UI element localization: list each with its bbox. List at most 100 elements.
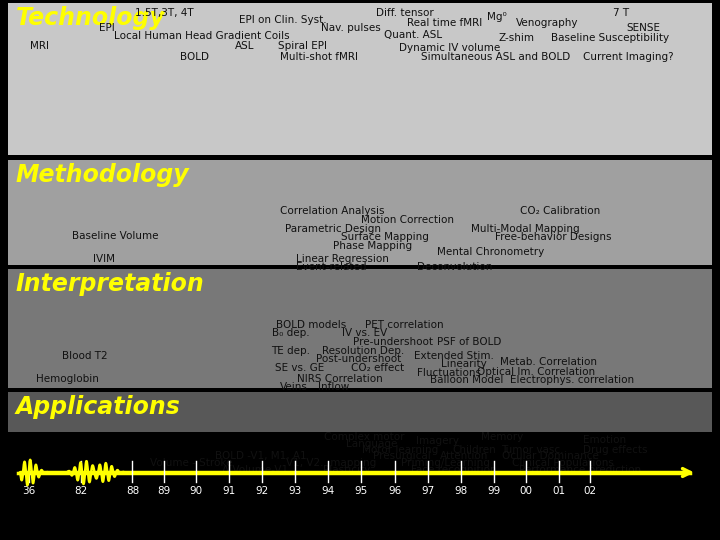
Text: Applications: Applications xyxy=(16,395,181,419)
Text: CO₂ effect: CO₂ effect xyxy=(351,363,404,373)
Text: EPI on Clin. Syst.: EPI on Clin. Syst. xyxy=(239,15,327,25)
Text: Complex motor: Complex motor xyxy=(324,432,405,442)
Text: Emotion: Emotion xyxy=(583,435,626,445)
Text: Ocular Dominance: Ocular Dominance xyxy=(502,451,598,462)
Text: Surface Mapping: Surface Mapping xyxy=(341,232,428,242)
Text: Face recognition: Face recognition xyxy=(411,465,496,475)
Text: Diff. tensor: Diff. tensor xyxy=(376,8,433,18)
Text: 91: 91 xyxy=(222,486,235,496)
Text: Pre-undershoot: Pre-undershoot xyxy=(353,337,433,347)
Text: 90: 90 xyxy=(189,486,202,496)
Text: Venography: Venography xyxy=(516,18,578,29)
Text: Post-undershoot: Post-undershoot xyxy=(316,354,401,364)
Text: IVIM: IVIM xyxy=(94,254,115,264)
Text: 01: 01 xyxy=(552,486,565,496)
Text: Language: Language xyxy=(346,439,397,449)
Text: Presurgical: Presurgical xyxy=(373,451,431,462)
Text: PET correlation: PET correlation xyxy=(365,320,444,330)
Text: Deconvolution: Deconvolution xyxy=(418,262,492,273)
Text: Veins: Veins xyxy=(280,382,307,392)
Text: BOLD -V1, M1, A1: BOLD -V1, M1, A1 xyxy=(215,451,307,462)
Text: Plasticity: Plasticity xyxy=(323,465,371,475)
Text: Quant. ASL: Quant. ASL xyxy=(384,30,442,40)
Text: 93: 93 xyxy=(289,486,302,496)
Text: BOLD models: BOLD models xyxy=(276,320,346,330)
Text: Δ Volume-V1: Δ Volume-V1 xyxy=(222,465,288,475)
Text: 98: 98 xyxy=(454,486,467,496)
Text: Fluctuations: Fluctuations xyxy=(418,368,481,379)
Text: 99: 99 xyxy=(487,486,500,496)
Text: 00: 00 xyxy=(519,486,532,496)
Text: Mental Chronometry: Mental Chronometry xyxy=(438,247,544,258)
Text: Baseline Susceptibility: Baseline Susceptibility xyxy=(552,33,670,44)
Text: Spiral EPI: Spiral EPI xyxy=(278,41,327,51)
Text: Inflow: Inflow xyxy=(318,382,350,392)
Text: TE dep.: TE dep. xyxy=(271,346,310,356)
Text: BOLD: BOLD xyxy=(180,52,209,62)
Text: PSF of BOLD: PSF of BOLD xyxy=(437,337,502,347)
Text: Priming/Learning: Priming/Learning xyxy=(400,458,490,468)
Text: Multi-shot fMRI: Multi-shot fMRI xyxy=(280,52,358,62)
Text: Blood T2: Blood T2 xyxy=(62,351,108,361)
Text: Methodology: Methodology xyxy=(16,163,189,187)
Text: 02: 02 xyxy=(584,486,597,496)
Text: ASL: ASL xyxy=(235,41,255,51)
Text: Free-behavior Designs: Free-behavior Designs xyxy=(495,232,611,242)
Bar xyxy=(8,3,712,155)
Text: Tumor vasc.: Tumor vasc. xyxy=(502,445,564,455)
Text: Metab. Correlation: Metab. Correlation xyxy=(500,357,597,368)
Bar xyxy=(8,392,712,432)
Text: Optical Im. Correlation: Optical Im. Correlation xyxy=(477,367,595,377)
Text: Simultaneous ASL and BOLD: Simultaneous ASL and BOLD xyxy=(420,52,570,62)
Text: 89: 89 xyxy=(158,486,171,496)
Text: Event-related: Event-related xyxy=(296,262,366,273)
Bar xyxy=(8,160,712,265)
Text: Linear Regression: Linear Regression xyxy=(297,254,389,264)
Text: MRI: MRI xyxy=(30,41,49,51)
Text: Local Human Head Gradient Coils: Local Human Head Gradient Coils xyxy=(114,31,289,42)
Text: Balloon Model: Balloon Model xyxy=(430,375,503,386)
Text: Mg⁰: Mg⁰ xyxy=(487,12,507,22)
Text: Hemoglobin: Hemoglobin xyxy=(36,374,99,384)
Text: Attention: Attention xyxy=(439,451,488,462)
Text: Real time fMRI: Real time fMRI xyxy=(408,18,482,29)
Bar xyxy=(8,269,712,388)
Text: B₀ dep.: B₀ dep. xyxy=(272,328,310,339)
Text: CO₂ Calibration: CO₂ Calibration xyxy=(520,206,600,217)
Text: Correlation Analysis: Correlation Analysis xyxy=(280,206,385,217)
Text: 82: 82 xyxy=(74,486,87,496)
Text: 88: 88 xyxy=(126,486,139,496)
Text: 92: 92 xyxy=(256,486,269,496)
Text: SENSE: SENSE xyxy=(626,23,660,33)
Text: Dynamic IV volume: Dynamic IV volume xyxy=(400,43,500,53)
Text: Technology: Technology xyxy=(16,6,166,30)
Text: Volume - Stroke: Volume - Stroke xyxy=(150,458,232,468)
Text: Current Imaging?: Current Imaging? xyxy=(582,52,673,62)
Text: 1.5T,3T, 4T: 1.5T,3T, 4T xyxy=(135,8,194,18)
Text: Memory: Memory xyxy=(482,432,523,442)
Text: 95: 95 xyxy=(355,486,368,496)
Text: Motor learning: Motor learning xyxy=(362,445,438,455)
Text: Drug effects: Drug effects xyxy=(582,445,647,455)
Text: NIRS Correlation: NIRS Correlation xyxy=(297,374,383,384)
Text: Imagery: Imagery xyxy=(416,436,459,446)
Text: IV vs. EV: IV vs. EV xyxy=(342,328,387,339)
Text: 96: 96 xyxy=(388,486,401,496)
Text: Multi-Modal Mapping: Multi-Modal Mapping xyxy=(472,224,580,234)
Text: SE vs. GE: SE vs. GE xyxy=(275,363,324,373)
Text: Clinical Populations: Clinical Populations xyxy=(512,458,614,468)
Text: 94: 94 xyxy=(322,486,335,496)
Text: Interpretation: Interpretation xyxy=(16,272,204,296)
Text: 97: 97 xyxy=(421,486,434,496)
Text: Nav. pulses: Nav. pulses xyxy=(322,23,381,33)
Text: Baseline Volume: Baseline Volume xyxy=(72,231,158,241)
Text: Performance prediction: Performance prediction xyxy=(519,465,642,475)
Text: EPI: EPI xyxy=(99,23,114,33)
Text: 7 T: 7 T xyxy=(613,8,629,18)
Text: Resolution Dep.: Resolution Dep. xyxy=(322,346,404,356)
Text: Phase Mapping: Phase Mapping xyxy=(333,241,413,251)
Text: Z-shim: Z-shim xyxy=(499,33,535,44)
Text: Extended Stim.: Extended Stim. xyxy=(414,351,493,361)
Text: Motion Correction: Motion Correction xyxy=(361,215,454,225)
Text: Parametric Design: Parametric Design xyxy=(284,224,381,234)
